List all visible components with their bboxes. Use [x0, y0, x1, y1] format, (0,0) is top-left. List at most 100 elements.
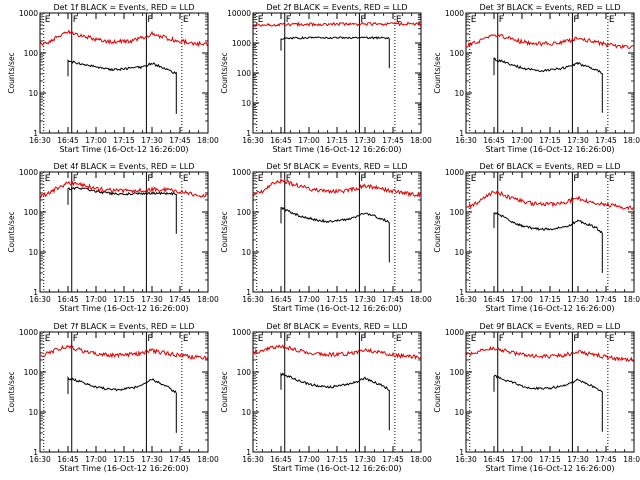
event-marker-label: E [396, 174, 402, 184]
events-series-line [493, 57, 603, 113]
plot-frame [252, 12, 422, 134]
y-axis-label: Counts/sec [220, 211, 229, 252]
x-tick-label: 17:30 [354, 455, 376, 464]
y-tick-label: 1 [33, 288, 38, 297]
chart-title: Det 5f BLACK = Events, RED = LLD [266, 162, 407, 171]
events-series-line [67, 375, 177, 433]
event-marker-label: F [360, 15, 365, 25]
event-marker-label: F [286, 174, 291, 184]
x-tick-label: 17:15 [326, 455, 348, 464]
x-tick-label: 17:45 [382, 455, 404, 464]
y-tick-label: 1000 [232, 168, 251, 177]
event-marker-label: F [286, 15, 291, 25]
y-tick-label: 1 [246, 288, 251, 297]
x-tick-label: 17:00 [511, 136, 533, 145]
y-tick-label: 10 [28, 408, 38, 417]
event-marker-label: E [183, 15, 189, 25]
chart-panel: Det 2f BLACK = Events, RED = LLD 1 10 100 10… [220, 3, 432, 154]
chart-title: Det 2f BLACK = Events, RED = LLD [266, 3, 407, 12]
x-tick-label: 16:45 [57, 136, 79, 145]
y-tick-label: 1 [459, 448, 464, 457]
x-axis-label: Start Time (16-Oct-12 16:26:00) [59, 464, 188, 473]
x-tick-label: 18:00 [623, 455, 640, 464]
chart-title: Det 1f BLACK = Events, RED = LLD [53, 3, 194, 12]
x-tick-label: 16:45 [57, 295, 79, 304]
events-series-line [493, 212, 603, 273]
event-marker-label: E [45, 15, 51, 25]
y-tick-label: 100 [450, 208, 465, 217]
y-tick-label: 1 [246, 448, 251, 457]
event-marker-label: E [609, 15, 615, 25]
y-axis-label: Counts/sec [7, 371, 16, 412]
x-tick-label: 17:30 [567, 136, 589, 145]
lld-series-line [252, 177, 422, 199]
event-marker-label: F [573, 334, 578, 344]
x-tick-label: 16:30 [29, 295, 51, 304]
event-marker-label: E [258, 174, 264, 184]
x-tick-label: 16:45 [270, 136, 292, 145]
y-tick-label: 10000 [227, 9, 251, 18]
x-axis-label: Start Time (16-Oct-12 16:26:00) [272, 464, 401, 473]
event-marker-label: E [609, 334, 615, 344]
event-marker-label: E [45, 334, 51, 344]
y-axis-label: Counts/sec [433, 211, 442, 252]
event-marker-label: F [573, 174, 578, 184]
events-series-line [280, 207, 390, 263]
chart-title: Det 4f BLACK = Events, RED = LLD [53, 162, 194, 171]
plot-frame [252, 331, 422, 453]
event-marker-label: F [73, 174, 78, 184]
chart-panel: Det 3f BLACK = Events, RED = LLD 1 10 100 10… [433, 3, 640, 154]
chart-panel: Det 4f BLACK = Events, RED = LLD 1 10 100 10… [7, 162, 219, 313]
y-tick-label: 10 [454, 89, 464, 98]
event-marker-label: F [360, 334, 365, 344]
x-tick-label: 17:00 [298, 295, 320, 304]
event-marker-label: E [258, 15, 264, 25]
chart-panel: Det 9f BLACK = Events, RED = LLD 1 10 100 10… [433, 322, 640, 473]
event-marker-label: F [499, 334, 504, 344]
chart-panel: Det 7f BLACK = Events, RED = LLD 1 10 100 10… [7, 322, 219, 473]
y-tick-label: 1000 [232, 39, 251, 48]
x-tick-label: 17:15 [539, 136, 561, 145]
y-tick-label: 10 [241, 248, 251, 257]
y-tick-label: 100 [450, 49, 465, 58]
x-tick-label: 17:00 [511, 455, 533, 464]
event-marker-label: E [396, 15, 402, 25]
y-tick-label: 10 [454, 408, 464, 417]
x-tick-label: 17:00 [85, 136, 107, 145]
y-tick-label: 100 [24, 208, 39, 217]
y-tick-label: 1 [459, 288, 464, 297]
event-marker-label: F [286, 334, 291, 344]
x-axis-label: Start Time (16-Oct-12 16:26:00) [485, 464, 614, 473]
x-tick-label: 17:45 [382, 136, 404, 145]
event-marker-label: F [360, 174, 365, 184]
x-tick-label: 17:15 [539, 295, 561, 304]
chart-title: Det 3f BLACK = Events, RED = LLD [479, 3, 620, 12]
x-axis-label: Start Time (16-Oct-12 16:26:00) [59, 145, 188, 154]
event-marker-label: F [573, 15, 578, 25]
lld-series-line [465, 34, 635, 50]
x-tick-label: 17:45 [169, 295, 191, 304]
lld-series-line [252, 344, 422, 361]
event-marker-label: F [147, 15, 152, 25]
lld-series-line [465, 190, 635, 211]
x-axis-label: Start Time (16-Oct-12 16:26:00) [485, 304, 614, 313]
x-tick-label: 17:45 [169, 136, 191, 145]
y-axis-label: Counts/sec [7, 52, 16, 93]
y-tick-label: 10 [28, 248, 38, 257]
event-marker-label: E [183, 174, 189, 184]
events-series-line [67, 186, 177, 234]
x-tick-label: 17:30 [141, 136, 163, 145]
x-tick-label: 17:30 [567, 295, 589, 304]
x-tick-label: 17:00 [298, 455, 320, 464]
x-tick-label: 17:30 [141, 295, 163, 304]
x-tick-label: 16:45 [270, 295, 292, 304]
chart-panel: Det 5f BLACK = Events, RED = LLD 1 10 100 10… [220, 162, 432, 313]
y-tick-label: 100 [237, 368, 252, 377]
y-tick-label: 1000 [445, 168, 464, 177]
x-tick-label: 17:00 [298, 136, 320, 145]
event-marker-label: F [73, 15, 78, 25]
y-tick-label: 1000 [19, 168, 38, 177]
x-axis-label: Start Time (16-Oct-12 16:26:00) [59, 304, 188, 313]
x-tick-label: 17:00 [85, 295, 107, 304]
